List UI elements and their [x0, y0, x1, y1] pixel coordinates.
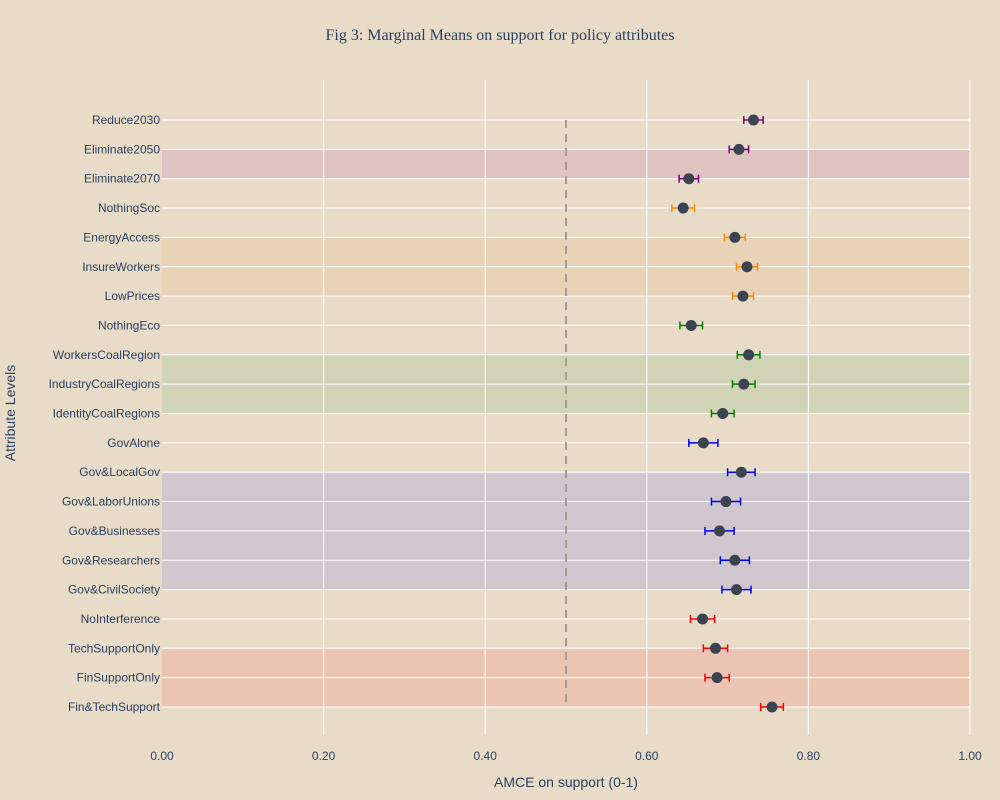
marker-10: [717, 408, 729, 419]
marker-20: [766, 701, 778, 713]
x-tick-label-3: 0.60: [635, 749, 659, 763]
x-tick-label-4: 0.80: [797, 749, 821, 763]
y-tick-label-19: FinSupportOnly: [77, 671, 160, 685]
marker-6: [737, 290, 749, 302]
y-tick-label-7: NothingEco: [98, 318, 160, 332]
marker-5: [741, 261, 753, 273]
marker-14: [714, 525, 726, 537]
y-tick-label-3: NothingSoc: [98, 201, 160, 215]
y-tick-label-10: IdentityCoalRegions: [53, 407, 160, 421]
y-tick-label-1: Eliminate2050: [84, 142, 160, 156]
point-15: [719, 554, 751, 566]
point-11: [688, 437, 719, 449]
data-marks: [671, 114, 785, 713]
marker-2: [683, 173, 695, 185]
marker-17: [697, 613, 709, 625]
point-9: [731, 378, 756, 390]
marker-1: [733, 143, 745, 155]
y-tick-label-17: NoInterference: [81, 612, 161, 626]
marker-12: [735, 466, 747, 478]
y-tick-label-15: Gov&Researchers: [62, 553, 160, 567]
y-tick-label-5: InsureWorkers: [82, 260, 160, 274]
marker-16: [730, 584, 742, 596]
point-16: [721, 584, 752, 596]
marker-15: [729, 554, 741, 566]
point-14: [704, 525, 735, 537]
point-4: [723, 231, 747, 243]
y-tick-label-6: LowPrices: [105, 289, 160, 303]
point-5: [735, 261, 759, 273]
y-tick-label-8: WorkersCoalRegion: [53, 348, 160, 362]
marker-11: [697, 437, 709, 449]
point-1: [728, 143, 750, 155]
y-tick-label-2: Eliminate2070: [84, 172, 160, 186]
point-17: [689, 613, 716, 625]
y-tick-label-0: Reduce2030: [92, 113, 160, 127]
point-13: [710, 496, 742, 508]
x-axis-title: AMCE on support (0-1): [494, 774, 638, 790]
point-6: [731, 290, 755, 302]
point-19: [704, 672, 730, 684]
marker-18: [709, 642, 721, 654]
marker-4: [729, 231, 741, 243]
marker-9: [738, 378, 750, 390]
chart-title: Fig 3: Marginal Means on support for pol…: [326, 27, 675, 44]
y-tick-label-20: Fin&TechSupport: [68, 700, 161, 714]
y-axis-title: Attribute Levels: [2, 365, 18, 462]
marker-13: [720, 496, 732, 508]
y-tick-label-12: Gov&LocalGov: [79, 465, 160, 479]
point-8: [736, 349, 761, 361]
x-tick-label-5: 1.00: [958, 749, 982, 763]
y-tick-label-9: IndustryCoalRegions: [49, 377, 160, 391]
marker-7: [685, 319, 697, 331]
point-0: [743, 114, 764, 126]
grid-lines: [162, 80, 971, 735]
point-18: [702, 642, 729, 654]
point-2: [678, 173, 700, 185]
marker-0: [747, 114, 759, 126]
x-tick-label-2: 0.40: [474, 749, 498, 763]
point-20: [759, 701, 785, 713]
y-tick-label-18: TechSupportOnly: [68, 641, 160, 655]
point-3: [671, 202, 696, 214]
x-tick-label-1: 0.20: [312, 749, 336, 763]
y-tick-label-4: EnergyAccess: [83, 230, 160, 244]
marker-3: [677, 202, 689, 214]
x-tick-labels: 0.00 0.20 0.40 0.60 0.80 1.00: [150, 749, 982, 763]
y-tick-labels: Reduce2030 Eliminate2050 Eliminate2070 Noth…: [49, 113, 161, 714]
y-tick-label-14: Gov&Businesses: [69, 524, 160, 538]
marker-19: [711, 672, 723, 684]
x-tick-label-0: 0.00: [150, 749, 174, 763]
y-tick-label-11: GovAlone: [107, 436, 160, 450]
y-tick-label-16: Gov&CivilSociety: [68, 583, 160, 597]
point-10: [710, 408, 735, 419]
marker-8: [743, 349, 755, 361]
point-12: [726, 466, 756, 478]
y-tick-label-13: Gov&LaborUnions: [62, 495, 160, 509]
point-7: [679, 319, 704, 331]
